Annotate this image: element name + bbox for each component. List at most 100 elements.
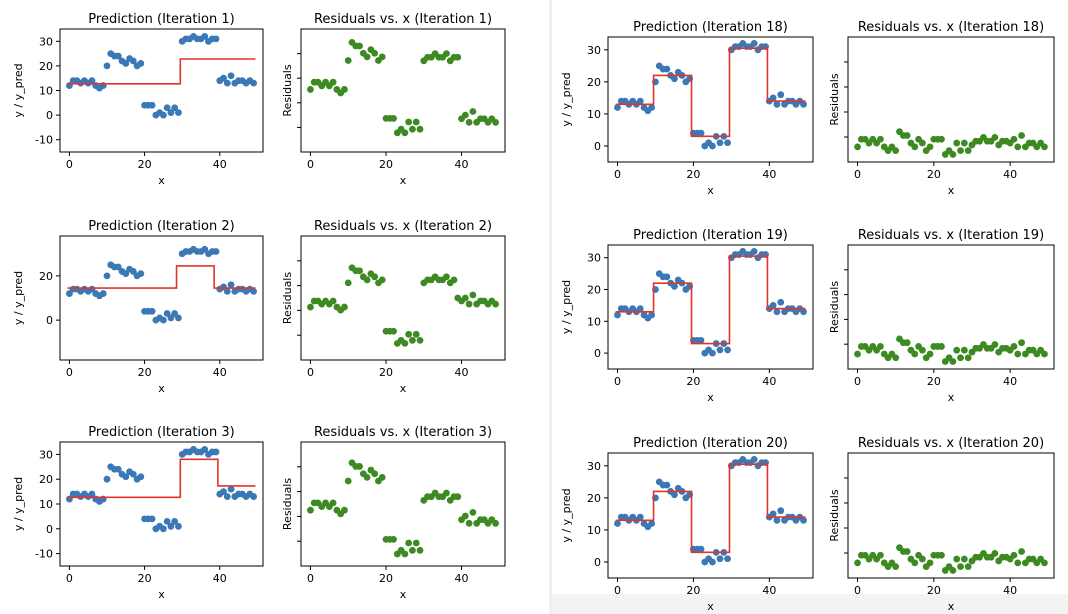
residual-point: [991, 549, 999, 557]
residual-point: [363, 53, 371, 61]
plot-frame: [59, 235, 264, 361]
data-point: [201, 446, 209, 453]
y-axis-label: y / y_pred: [12, 477, 25, 531]
residual-point: [409, 336, 416, 344]
data-point: [148, 515, 156, 523]
residual-point: [953, 139, 961, 147]
y-tick-label: 10: [39, 85, 53, 98]
y-tick-label: 20: [587, 492, 601, 505]
x-tick-label: 0: [854, 375, 861, 388]
y-axis-label: y / y_pred: [12, 63, 25, 117]
residual-point: [1018, 548, 1025, 555]
residual-point: [409, 125, 416, 133]
data-point: [223, 79, 231, 87]
data-point: [171, 310, 179, 317]
data-point: [636, 513, 644, 521]
data-point: [750, 40, 758, 47]
residual-point: [854, 143, 861, 151]
plot-area: [307, 264, 499, 347]
data-point: [724, 139, 731, 147]
residual-point: [344, 279, 352, 287]
chart-panel: Prediction (Iteration 18) 0 20 40 0 10 20 30 x y …: [560, 20, 814, 197]
data-point: [175, 109, 182, 117]
chart-title: Prediction (Iteration 18): [633, 20, 788, 35]
chart-panel: Prediction (Iteration 2) 0 20 40 0 20 x y / y_p…: [12, 219, 264, 395]
x-axis-label: x: [158, 588, 165, 601]
y-tick-label: 0: [594, 347, 601, 360]
residual-point: [949, 358, 957, 365]
residual-point: [356, 267, 363, 275]
chart-panel: Prediction (Iteration 19) 0 20 40 0 10 20 30 x y …: [560, 228, 814, 404]
data-point: [697, 336, 705, 344]
data-point: [769, 510, 777, 518]
residual-point: [469, 508, 477, 516]
prediction-line: [67, 265, 256, 289]
data-point: [777, 298, 785, 306]
y-axis-label: Residuals: [828, 73, 841, 125]
y-axis-label: y / y_pred: [560, 280, 573, 334]
plot-area: [614, 247, 807, 357]
x-tick-label: 0: [614, 168, 621, 181]
data-point: [614, 520, 621, 527]
residual-point: [341, 303, 348, 311]
y-axis-label: Residuals: [281, 64, 294, 116]
data-point: [223, 493, 231, 500]
data-point: [220, 488, 227, 495]
residual-point: [469, 291, 477, 299]
residual-point: [465, 118, 473, 126]
y-tick-label: 10: [587, 108, 601, 121]
x-tick-label: 20: [927, 584, 941, 597]
residual-point: [443, 50, 450, 57]
residual-point: [918, 139, 926, 147]
y-tick-label: 0: [46, 109, 53, 122]
data-point: [227, 485, 235, 493]
residual-point: [964, 563, 972, 571]
data-point: [769, 302, 777, 309]
residual-point: [938, 135, 945, 143]
data-point: [648, 104, 656, 111]
chart-title: Prediction (Iteration 3): [88, 425, 234, 440]
residual-point: [356, 42, 363, 50]
x-tick-label: 40: [762, 168, 776, 181]
prediction-line: [67, 58, 256, 85]
residual-point: [390, 114, 397, 122]
x-tick-label: 0: [307, 366, 314, 379]
data-point: [614, 104, 621, 111]
y-axis-label: Residuals: [281, 272, 294, 324]
residual-point: [938, 551, 945, 559]
data-point: [250, 287, 258, 295]
residual-point: [877, 135, 884, 143]
data-point: [175, 314, 182, 322]
residual-point: [341, 506, 348, 514]
data-point: [750, 247, 758, 255]
residual-point: [378, 473, 386, 481]
data-point: [773, 516, 781, 524]
plot-frame: [607, 452, 814, 579]
data-point: [227, 281, 235, 289]
residual-point: [307, 86, 314, 93]
residual-point: [960, 555, 968, 563]
data-point: [167, 314, 175, 322]
residual-point: [957, 354, 964, 362]
data-point: [88, 77, 96, 85]
residual-point: [903, 548, 911, 555]
residual-point: [465, 519, 473, 527]
x-axis-label: x: [948, 391, 955, 404]
y-tick-label: 0: [594, 140, 601, 153]
x-tick-label: 0: [614, 584, 621, 597]
data-point: [636, 97, 644, 105]
plot-area: [854, 335, 1048, 365]
data-point: [122, 473, 130, 481]
residual-point: [854, 559, 861, 567]
chart-panel: Residuals vs. x (Iteration 18) 0 20 40 x Resi…: [828, 20, 1055, 197]
residual-point: [1010, 343, 1018, 350]
x-tick-label: 40: [455, 572, 469, 585]
residual-point: [892, 147, 900, 155]
chart-panel: Residuals vs. x (Iteration 1) 0 20 40 x Resid…: [281, 12, 506, 187]
residual-point: [443, 273, 450, 281]
data-point: [88, 490, 96, 498]
x-axis-label: x: [158, 382, 165, 395]
plot-frame: [607, 244, 814, 370]
data-point: [99, 290, 107, 297]
